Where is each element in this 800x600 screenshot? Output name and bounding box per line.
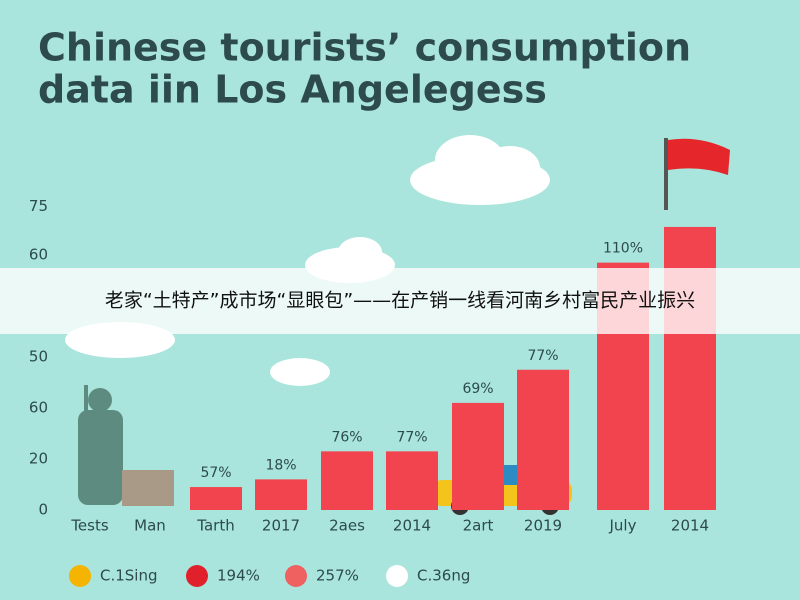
x-tick-label: 2014	[671, 517, 709, 535]
bar-label: 77%	[527, 348, 558, 364]
x-tick-label: July	[609, 517, 637, 535]
y-tick-label: 60	[29, 399, 48, 417]
legend-label: 194%	[217, 567, 260, 585]
bar	[386, 451, 438, 510]
flag	[664, 138, 730, 210]
bar-label: 18%	[265, 457, 296, 473]
x-tick-label: Tests	[70, 517, 109, 535]
banner-bg	[0, 268, 800, 334]
x-tick-label: 2aes	[329, 517, 365, 535]
legend-swatch	[386, 565, 408, 587]
bar	[255, 479, 307, 510]
x-tick-label: 2017	[262, 517, 300, 535]
bar	[517, 369, 569, 510]
y-tick-label: 20	[29, 450, 48, 468]
bar-label: 110%	[603, 241, 643, 257]
bar-label: 69%	[462, 381, 493, 397]
x-tick-label: 2019	[524, 517, 562, 535]
bar-label: 76%	[331, 429, 362, 445]
legend-label: C.1Sing	[100, 567, 158, 585]
chart-title: data iin Los Angelegess	[38, 68, 547, 112]
y-tick-label: 60	[29, 246, 48, 264]
clouds	[65, 135, 550, 386]
y-tick-label: 75	[29, 197, 48, 215]
banner-text: 老家“土特产”成市场“显眼包”——在产销一线看河南乡村富民产业振兴	[105, 290, 695, 312]
y-tick-label: 0	[38, 501, 48, 519]
legend-label: 257%	[316, 567, 359, 585]
legend-label: C.36ng	[417, 567, 470, 585]
y-tick-label: 50	[29, 348, 48, 366]
bar	[452, 402, 504, 510]
chart-title: Chinese tourists’ consumption	[38, 26, 691, 70]
x-tick-label: Man	[134, 517, 166, 535]
bar-label: 57%	[200, 465, 231, 481]
x-tick-label: 2art	[463, 517, 494, 535]
legend-swatch	[285, 565, 307, 587]
x-tick-label: Tarth	[196, 517, 234, 535]
x-tick-label: 2014	[393, 517, 431, 535]
bar-label: 77%	[396, 429, 427, 445]
bar	[190, 487, 242, 510]
legend-swatch	[69, 565, 91, 587]
legend-swatch	[186, 565, 208, 587]
bar	[321, 451, 373, 510]
statue	[78, 385, 174, 506]
